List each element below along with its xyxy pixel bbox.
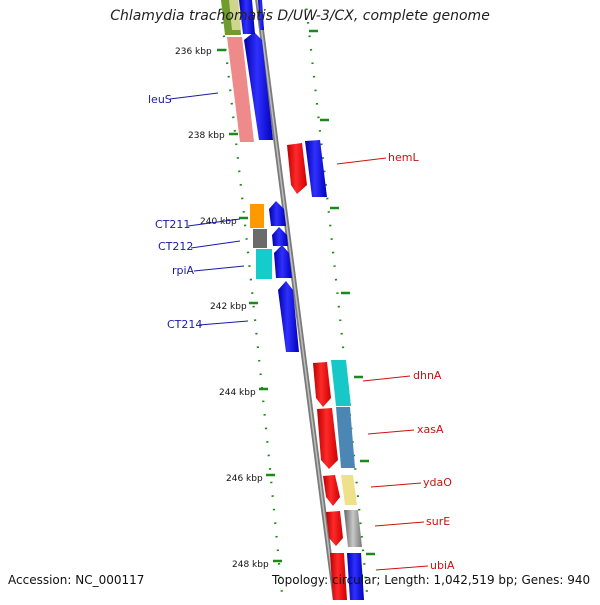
label-line-CT212 xyxy=(190,240,241,249)
gene-block-leuS-pink xyxy=(227,37,254,142)
label-line-surE xyxy=(374,521,425,527)
gene-label-xasA: xasA xyxy=(417,423,444,436)
gene-block-bottom-red xyxy=(330,553,347,600)
gene-block-dhnA-cyan xyxy=(331,360,351,406)
scale-label: 244 kbp xyxy=(219,388,256,398)
label-line-xasA xyxy=(367,429,415,435)
genome-summary-text: Topology: circular; Length: 1,042,519 bp… xyxy=(272,573,591,587)
scale-label: 248 kbp xyxy=(232,560,269,570)
gene-arrow-dhnA xyxy=(313,362,331,407)
scale-label: 236 kbp xyxy=(175,47,212,57)
label-line-ydaO xyxy=(370,482,422,488)
scale-ticks xyxy=(217,29,375,563)
label-line-rpiA xyxy=(193,265,245,272)
label-line-dhnA xyxy=(362,375,411,382)
gene-label-ubiA: ubiA xyxy=(430,559,455,572)
gene-label-CT212: CT212 xyxy=(158,240,193,253)
accession-text: Accession: NC_000117 xyxy=(8,573,145,587)
outer-track-features xyxy=(287,140,362,547)
gene-arrow-hemL-red xyxy=(287,143,307,194)
gene-block-surE-gray xyxy=(344,510,362,547)
gene-arrow-bottom-blue xyxy=(347,553,364,600)
scale-label: 246 kbp xyxy=(226,474,263,484)
dotted-ring-inner xyxy=(218,0,285,605)
genome-backbone-highlight xyxy=(256,0,337,605)
gene-arrow-ydaO xyxy=(323,475,340,506)
gene-label-ydaO: ydaO xyxy=(423,476,452,489)
gene-arrow-leuS xyxy=(244,32,273,140)
label-line-CT214 xyxy=(198,320,249,326)
scale-label: 242 kbp xyxy=(210,302,247,312)
gene-arrow-CT211 xyxy=(269,201,286,226)
gene-arrow-xasA xyxy=(317,408,338,469)
gene-label-CT214: CT214 xyxy=(167,318,202,331)
gene-label-dhnA: dhnA xyxy=(413,369,442,382)
gene-block-xasA-steel xyxy=(336,407,355,468)
gene-label-surE: surE xyxy=(426,515,450,528)
gene-arrow-hemL-blue xyxy=(305,140,327,197)
label-line-hemL xyxy=(336,157,387,165)
dotted-ring-outer xyxy=(304,0,370,605)
gene-arrow-rpiA xyxy=(274,245,292,278)
gene-block-CT212-gray xyxy=(253,229,267,248)
gene-arrow-top xyxy=(239,0,255,34)
gene-block-pale-yellow xyxy=(229,0,242,30)
label-line-CT211 xyxy=(187,218,241,227)
gene-arrow-CT212 xyxy=(272,227,288,246)
scale-label: 238 kbp xyxy=(188,131,225,141)
gene-block-rpiA-cyan xyxy=(256,249,272,279)
gene-label-leuS: leuS xyxy=(148,93,172,106)
gene-label-rpiA: rpiA xyxy=(172,264,195,277)
map-title: Chlamydia trachomatis D/UW-3/CX, complet… xyxy=(110,8,490,24)
inner-track-features xyxy=(221,0,364,600)
label-line-ubiA xyxy=(375,565,429,571)
gene-arrow-surE xyxy=(326,511,343,546)
gene-label-hemL: hemL xyxy=(388,151,419,164)
gene-block-ydaO-yellow xyxy=(341,475,357,505)
gene-block-CT211-orange xyxy=(250,204,264,228)
gene-label-CT211: CT211 xyxy=(155,218,190,231)
label-line-leuS xyxy=(169,92,219,100)
gene-arrow-top-2 xyxy=(258,0,264,30)
gene-arrow-CT214 xyxy=(278,281,299,352)
